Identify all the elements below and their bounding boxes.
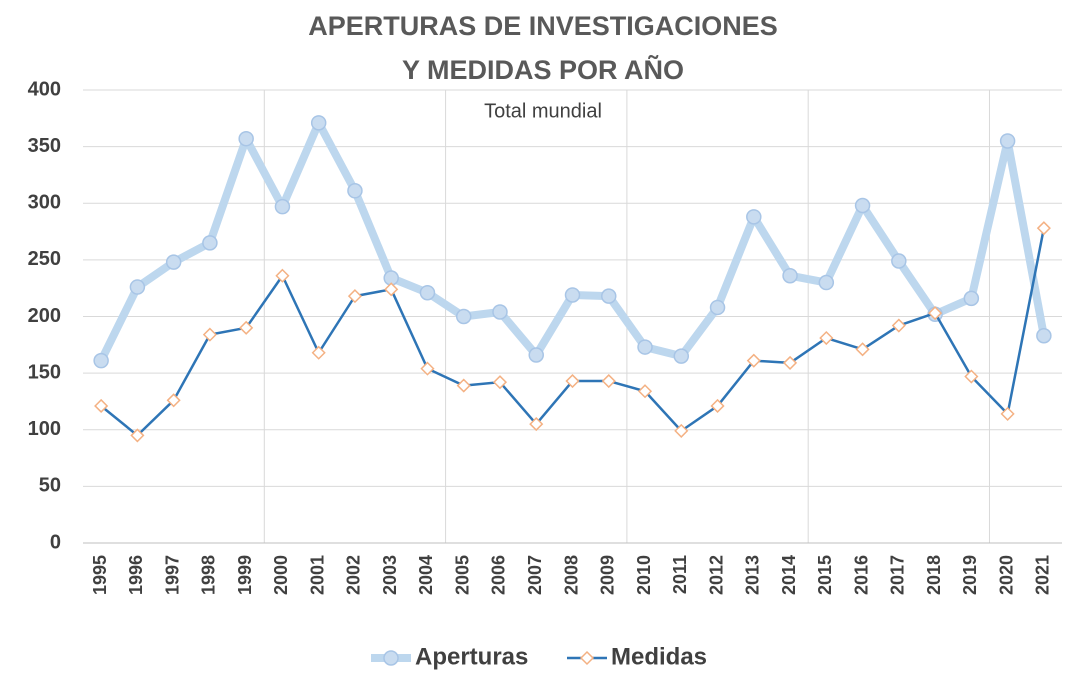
x-tick-label: 2020 — [996, 555, 1016, 595]
x-tick-label: 2002 — [344, 555, 364, 595]
x-tick-label: 2013 — [743, 555, 763, 595]
point — [274, 198, 291, 215]
x-tick-label: 2015 — [815, 555, 835, 595]
point — [384, 282, 399, 297]
x-tick-label: 1998 — [199, 555, 219, 595]
point — [709, 299, 726, 316]
point — [928, 306, 943, 321]
y-tick-label: 400 — [28, 78, 61, 100]
x-tick-label: 1999 — [235, 555, 255, 595]
point — [782, 355, 798, 370]
point — [347, 289, 363, 304]
y-tick-label: 350 — [28, 135, 61, 157]
point — [93, 352, 109, 369]
point — [166, 393, 181, 408]
point — [202, 327, 217, 342]
point — [238, 130, 254, 147]
point — [746, 353, 761, 368]
point — [674, 423, 689, 438]
x-tick-label: 2019 — [960, 555, 980, 595]
point — [601, 288, 617, 304]
x-tick-label: 2021 — [1033, 555, 1053, 595]
point — [492, 304, 508, 320]
point — [819, 330, 834, 346]
point — [637, 384, 653, 399]
chart-title: Y MEDIDAS POR AÑO — [402, 54, 684, 85]
point — [347, 183, 363, 199]
point — [492, 375, 508, 390]
x-tick-label: 1996 — [126, 555, 146, 595]
point — [529, 417, 544, 432]
x-tick-label: 2001 — [307, 555, 327, 595]
x-tick-label: 2011 — [670, 555, 690, 594]
point — [746, 209, 762, 225]
x-tick-label: 1997 — [162, 555, 182, 595]
point — [565, 373, 580, 389]
x-tick-label: 2010 — [634, 555, 654, 595]
point — [275, 268, 290, 283]
legend-label: Medidas — [611, 643, 707, 670]
y-tick-label: 100 — [28, 418, 61, 440]
x-tick-label: 2009 — [598, 555, 618, 595]
point — [963, 290, 980, 307]
point — [999, 133, 1016, 149]
x-tick-label: 2003 — [380, 555, 400, 595]
point — [1036, 328, 1052, 344]
x-tick-label: 2006 — [489, 555, 509, 595]
point — [1000, 406, 1015, 421]
point — [964, 369, 979, 384]
point — [564, 287, 581, 303]
point — [601, 373, 616, 389]
point — [456, 378, 471, 393]
legend-marker — [579, 650, 595, 666]
legend-marker — [383, 650, 399, 666]
point — [637, 339, 653, 355]
point — [419, 284, 436, 301]
chart-subtitle: Total mundial — [484, 100, 602, 122]
x-tick-label: 2004 — [416, 555, 436, 595]
legend-label: Aperturas — [415, 643, 528, 670]
y-tick-label: 150 — [28, 361, 61, 383]
point — [528, 347, 544, 363]
x-tick-label: 2008 — [561, 555, 581, 595]
point — [165, 254, 182, 270]
point — [420, 361, 435, 376]
x-tick-label: 2018 — [924, 555, 944, 595]
grid — [83, 89, 1062, 544]
point — [239, 320, 254, 335]
y-tick-label: 250 — [28, 248, 61, 270]
point — [94, 398, 109, 414]
point — [673, 348, 690, 364]
point — [818, 274, 835, 291]
y-tick-label: 0 — [50, 531, 61, 553]
point — [130, 428, 145, 443]
point — [854, 197, 871, 214]
point — [455, 308, 472, 325]
x-tick-label: 1995 — [90, 555, 110, 595]
point — [782, 267, 798, 284]
x-tick-label: 2016 — [851, 555, 871, 595]
x-tick-label: 2000 — [271, 555, 291, 595]
x-tick-label: 2012 — [706, 555, 726, 595]
point — [310, 115, 327, 131]
point — [1036, 221, 1051, 236]
x-tick-label: 2017 — [888, 555, 908, 595]
y-tick-label: 200 — [28, 305, 61, 327]
y-tick-label: 300 — [28, 192, 61, 214]
x-tick-label: 2005 — [452, 555, 472, 595]
point — [710, 398, 725, 414]
point — [311, 345, 326, 360]
legend: Aperturas Medidas — [371, 643, 707, 670]
x-tick-label: 2014 — [779, 555, 799, 595]
point — [129, 279, 146, 295]
point — [855, 342, 870, 357]
point — [891, 318, 906, 333]
point — [202, 235, 218, 251]
chart-title: APERTURAS DE INVESTIGACIONES — [308, 11, 778, 41]
y-tick-label: 50 — [39, 475, 61, 497]
x-tick-label: 2007 — [525, 555, 545, 595]
point — [891, 253, 907, 269]
